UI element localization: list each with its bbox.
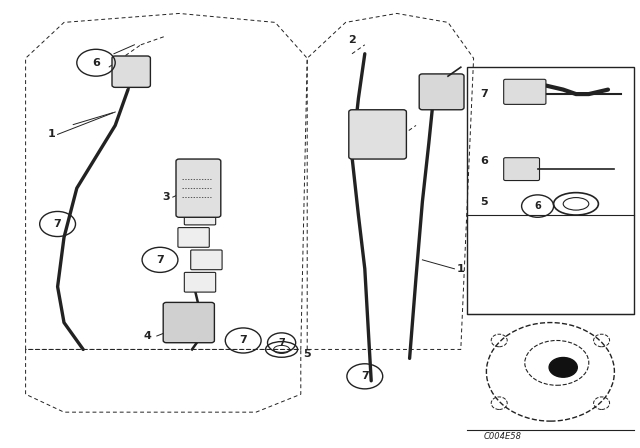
Text: 2: 2 (348, 35, 356, 45)
FancyBboxPatch shape (191, 250, 222, 270)
Text: C004E58: C004E58 (483, 432, 521, 441)
Text: 5: 5 (480, 197, 488, 207)
Text: 7: 7 (54, 219, 61, 229)
Text: 7: 7 (239, 336, 247, 345)
Bar (467, 67, 634, 314)
Text: 7: 7 (480, 89, 488, 99)
FancyBboxPatch shape (504, 158, 540, 181)
Text: 4: 4 (143, 331, 151, 341)
FancyBboxPatch shape (184, 272, 216, 292)
FancyBboxPatch shape (184, 205, 216, 225)
Text: 7: 7 (278, 338, 285, 348)
Text: 3: 3 (163, 192, 170, 202)
FancyBboxPatch shape (349, 110, 406, 159)
FancyBboxPatch shape (178, 183, 209, 202)
Text: 6: 6 (92, 58, 100, 68)
Text: 5: 5 (303, 349, 311, 359)
FancyBboxPatch shape (178, 228, 209, 247)
FancyBboxPatch shape (419, 74, 464, 110)
Text: 6: 6 (534, 201, 541, 211)
FancyBboxPatch shape (112, 56, 150, 87)
Text: 1: 1 (457, 264, 465, 274)
Text: 7: 7 (156, 255, 164, 265)
FancyBboxPatch shape (163, 302, 214, 343)
Text: 7: 7 (361, 371, 369, 381)
Text: 6: 6 (480, 156, 488, 166)
FancyBboxPatch shape (176, 159, 221, 217)
FancyBboxPatch shape (504, 79, 546, 104)
Circle shape (549, 358, 577, 377)
Text: 1: 1 (47, 129, 55, 139)
